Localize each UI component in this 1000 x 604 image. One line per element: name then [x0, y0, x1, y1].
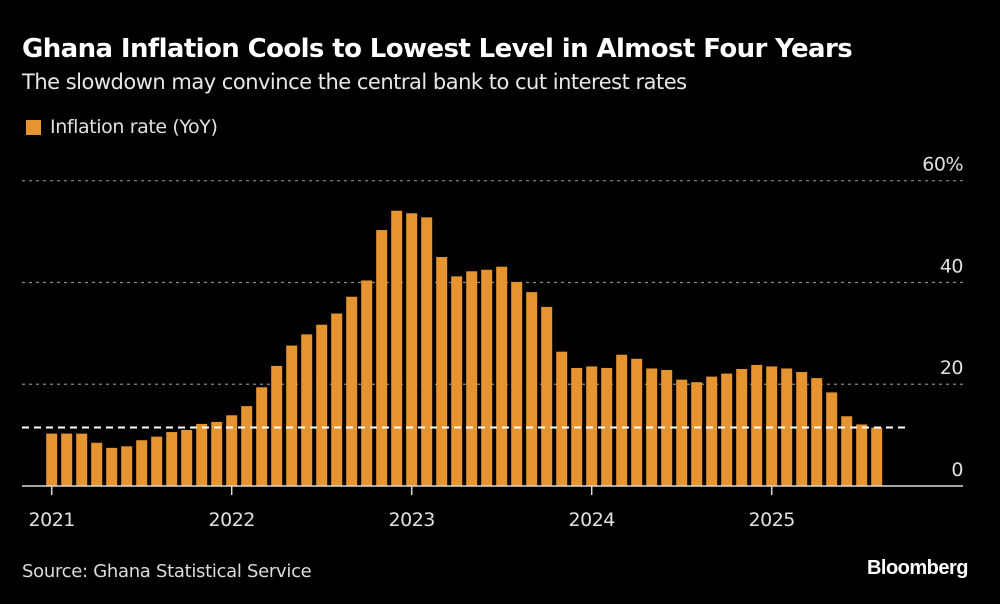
- y-tick-label: 0: [951, 459, 963, 481]
- bar: [691, 382, 703, 486]
- bar: [616, 354, 628, 486]
- chart-subtitle: The slowdown may convince the central ba…: [22, 70, 687, 94]
- bar: [376, 230, 388, 486]
- bar: [451, 276, 463, 486]
- bar: [181, 430, 193, 486]
- bar: [766, 366, 778, 486]
- bar: [406, 213, 418, 487]
- bar: [811, 378, 823, 486]
- bar: [301, 334, 313, 486]
- x-axis: 2021 2022 2023 2024 2025: [22, 485, 963, 531]
- gridlines: [22, 180, 963, 385]
- bar: [421, 217, 433, 486]
- legend-label: Inflation rate (YoY): [50, 116, 218, 138]
- bar: [796, 372, 808, 486]
- bar: [631, 358, 643, 486]
- bar: [601, 367, 613, 486]
- chart-title: Ghana Inflation Cools to Lowest Level in…: [22, 34, 853, 64]
- bloomberg-logo: Bloomberg: [866, 557, 969, 579]
- bar: [76, 433, 88, 486]
- bar: [391, 210, 403, 486]
- y-tick-label: 40: [940, 255, 963, 277]
- bar: [211, 421, 223, 486]
- bar: [541, 306, 553, 486]
- bar: [346, 296, 358, 486]
- x-tick-label: 2024: [569, 509, 616, 531]
- source-note: Source: Ghana Statistical Service: [22, 561, 312, 582]
- bar: [196, 423, 208, 486]
- bar: [481, 269, 493, 486]
- bar: [331, 313, 343, 486]
- bar: [556, 351, 568, 486]
- bar: [106, 447, 118, 486]
- y-axis-labels: 0 20 40 60%: [922, 154, 963, 481]
- legend: Inflation rate (YoY): [26, 116, 218, 138]
- bar: [241, 406, 253, 486]
- bar: [226, 415, 238, 486]
- x-tick-label: 2023: [389, 509, 435, 531]
- bar: [676, 379, 688, 486]
- bar: [61, 433, 73, 486]
- y-tick-label: 20: [940, 357, 963, 379]
- bar: [166, 432, 178, 486]
- bar: [751, 364, 763, 486]
- bar: [706, 376, 718, 486]
- bar: [511, 281, 523, 486]
- y-tick-label: 60%: [922, 154, 963, 176]
- x-tick-label: 2021: [29, 509, 75, 531]
- bar: [586, 366, 598, 486]
- bar: [721, 373, 733, 486]
- bar: [826, 392, 838, 486]
- bar: [871, 427, 883, 486]
- bar: [736, 368, 748, 486]
- bar: [286, 345, 298, 486]
- bar: [781, 368, 793, 486]
- bar: [316, 324, 328, 486]
- bar: [256, 387, 268, 486]
- bar: [661, 369, 673, 486]
- x-tick-label: 2025: [749, 509, 795, 531]
- bar: [496, 266, 508, 486]
- legend-swatch: [26, 119, 41, 135]
- bar: [841, 416, 853, 486]
- bar: [271, 365, 283, 486]
- bar: [466, 271, 478, 486]
- bar: [91, 442, 103, 486]
- bar: [151, 436, 163, 486]
- bar: [436, 257, 448, 486]
- bars: [46, 210, 883, 487]
- x-tick-label: 2022: [209, 509, 255, 531]
- bar: [526, 292, 538, 486]
- bar: [121, 446, 133, 486]
- bar: [136, 440, 148, 486]
- bar: [46, 433, 58, 486]
- bar: [361, 280, 373, 486]
- bar: [856, 424, 868, 486]
